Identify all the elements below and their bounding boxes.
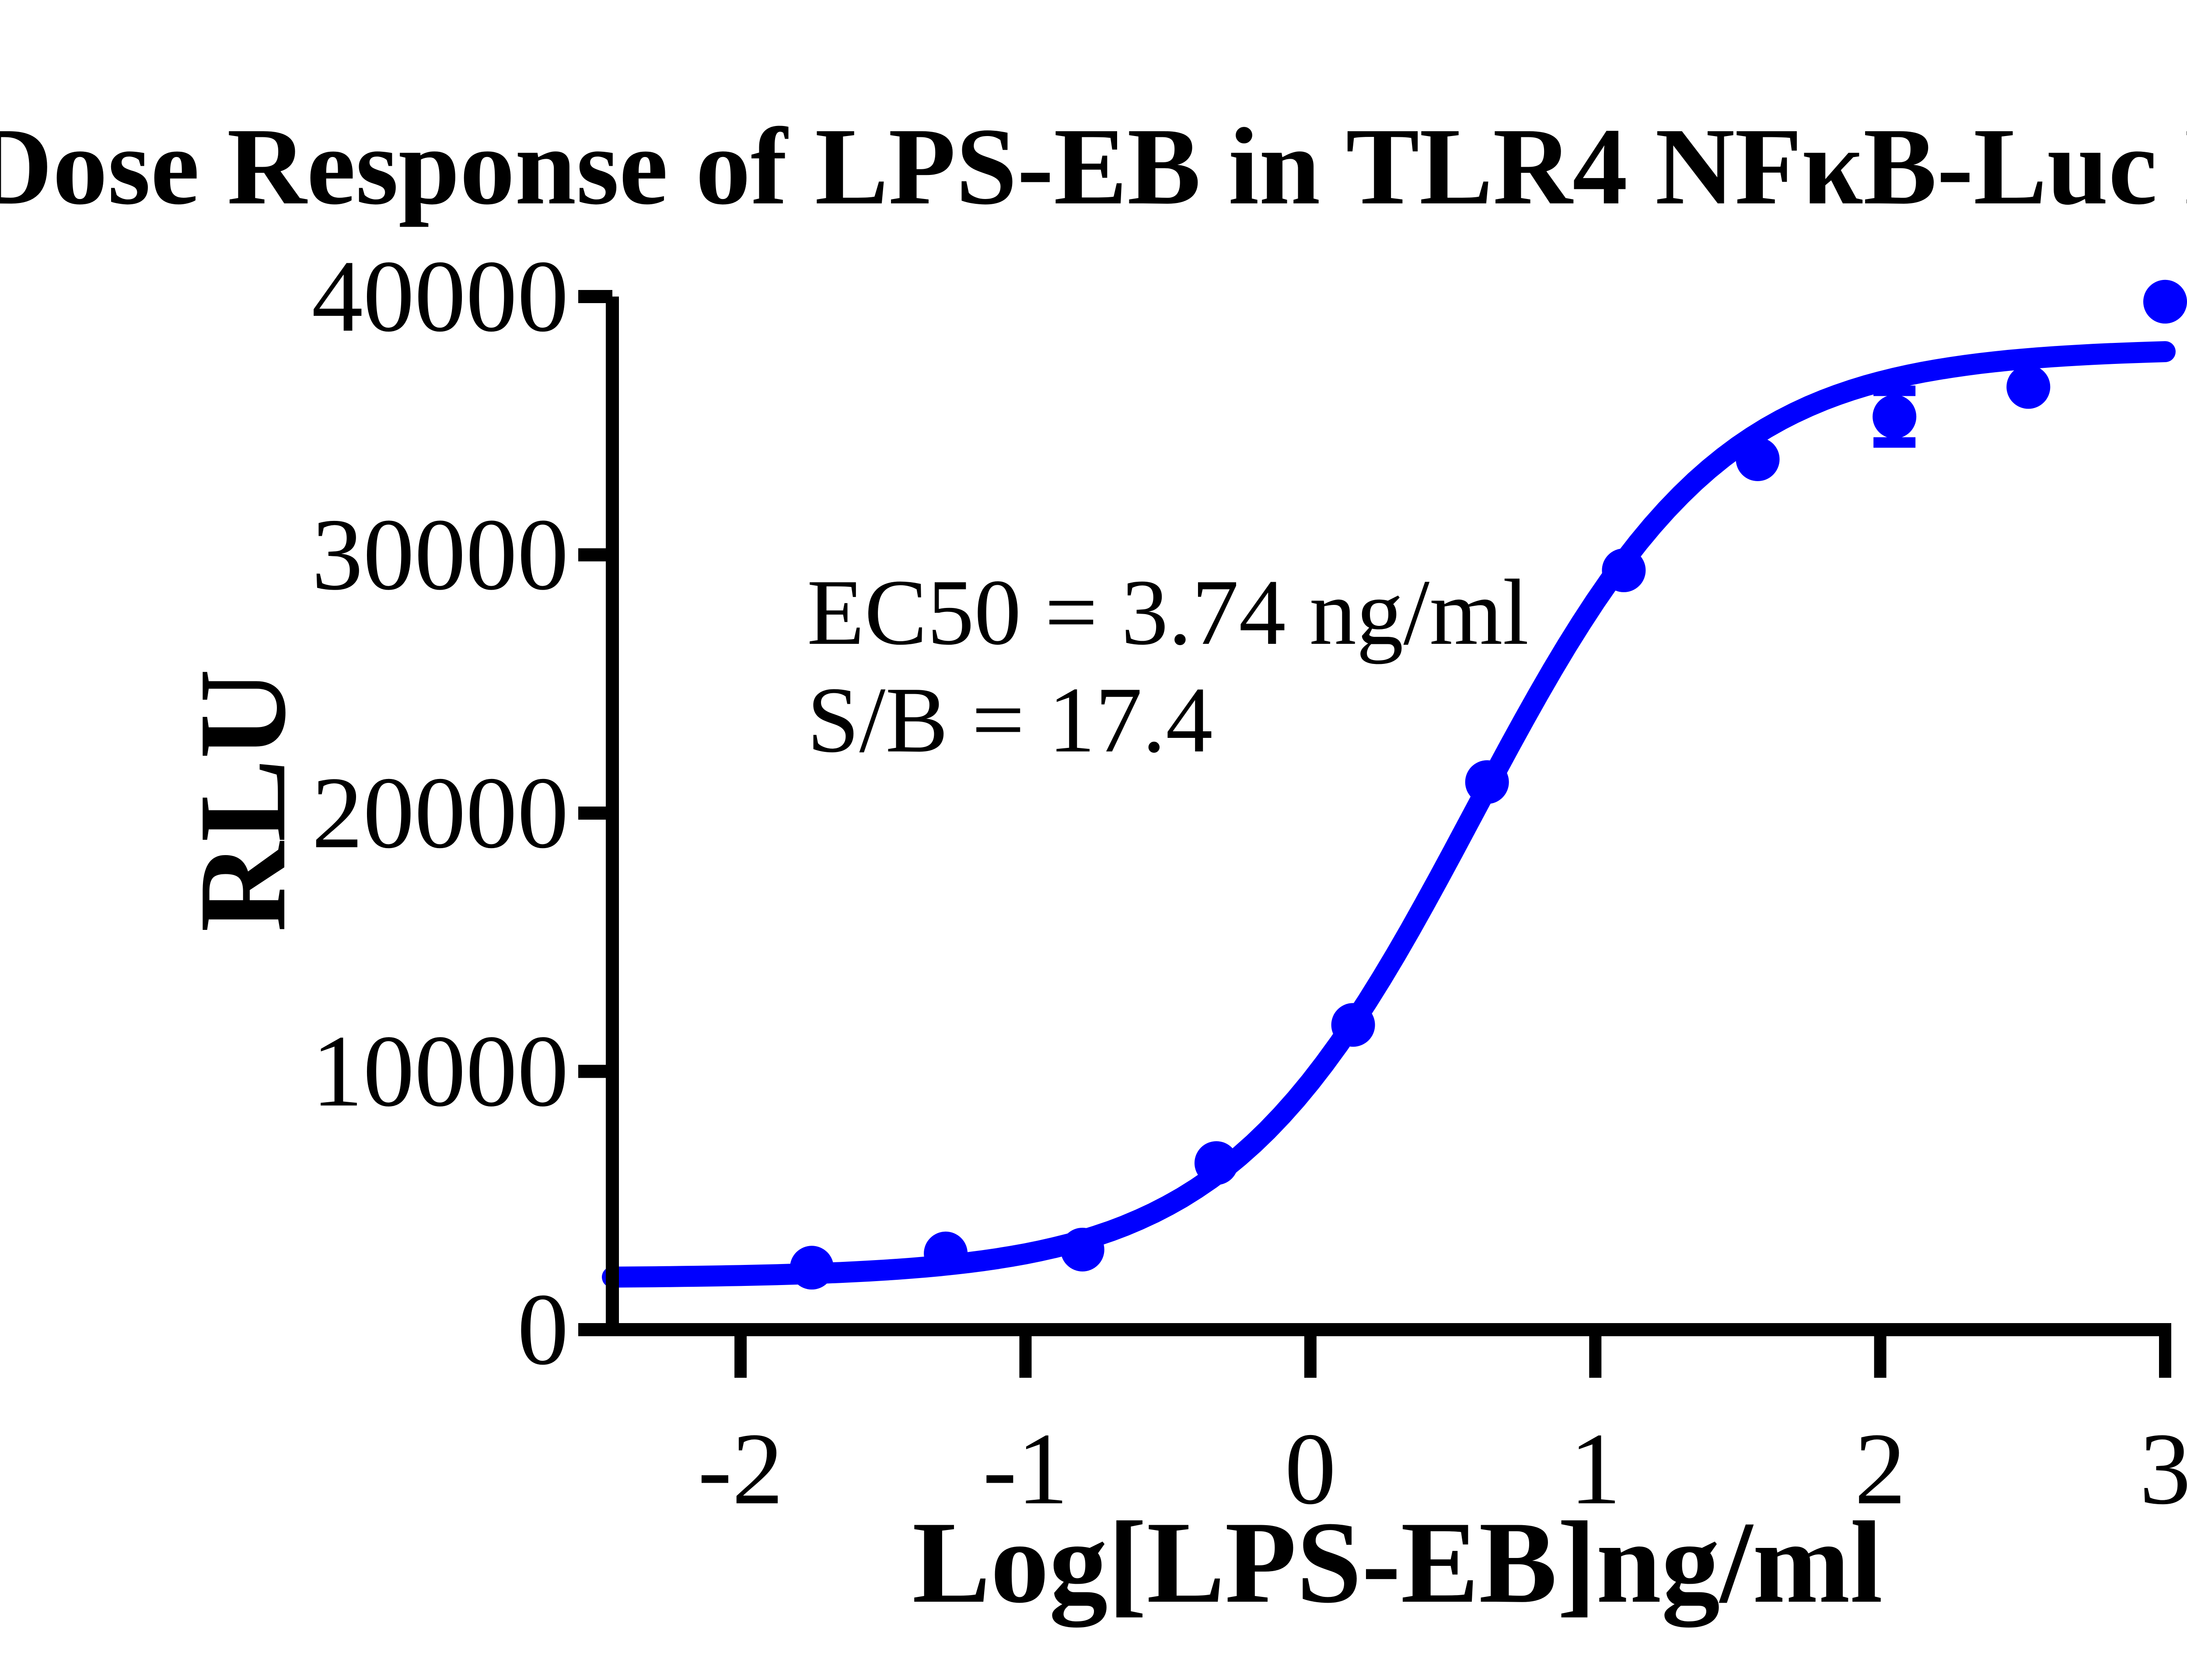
y-axis-title: RLU — [173, 669, 311, 932]
y-tick-label: 20000 — [312, 756, 569, 870]
data-point-marker — [1736, 437, 1780, 482]
annotation-ec50: EC50 = 3.74 ng/ml — [807, 560, 1529, 664]
fit-curve — [602, 341, 2176, 1288]
x-tick-label: 0 — [1285, 1412, 1336, 1526]
data-point-marker — [1194, 1141, 1238, 1185]
y-axis-tick-labels: 0 10000 20000 30000 40000 — [312, 239, 569, 1386]
data-point-marker — [2143, 279, 2187, 324]
data-point-marker — [2006, 365, 2051, 409]
data-point-marker — [1331, 1003, 1375, 1047]
data-point-marker — [1060, 1227, 1104, 1271]
x-axis-tick-labels: -2 -1 0 1 2 3 — [698, 1412, 2187, 1526]
data-point-marker — [1602, 548, 1646, 592]
data-points-layer — [790, 279, 2187, 1290]
chart-title: Dose Response of LPS-EB in TLR4 NFκB-Luc… — [0, 105, 2187, 227]
x-tick-label: 2 — [1855, 1412, 1906, 1526]
x-tick-label: 3 — [2139, 1412, 2187, 1526]
x-axis-title: Log[LPS-EB]ng/ml — [912, 1497, 1883, 1629]
x-tick-label: -1 — [983, 1412, 1069, 1526]
y-axis-ticks — [578, 290, 612, 1336]
y-tick-label: 0 — [517, 1272, 569, 1386]
data-point-marker — [790, 1246, 834, 1290]
x-tick-label: -2 — [698, 1412, 783, 1526]
data-point-marker — [1465, 760, 1509, 804]
y-tick-label: 30000 — [312, 498, 569, 611]
y-tick-label: 40000 — [312, 239, 569, 353]
y-tick-label: 10000 — [312, 1014, 569, 1128]
annotation-sb: S/B = 17.4 — [807, 667, 1213, 772]
data-point-marker — [924, 1231, 968, 1275]
x-axis-ticks — [734, 1336, 2171, 1378]
x-tick-label: 1 — [1569, 1412, 1621, 1526]
data-point-marker — [1873, 395, 1917, 439]
